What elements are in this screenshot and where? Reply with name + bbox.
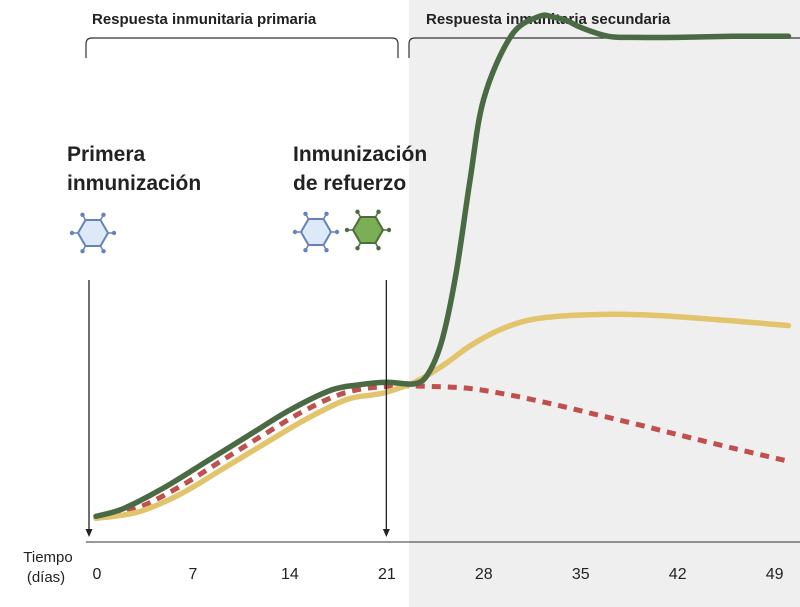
blue-antigen-icon-spike-dot-5 <box>101 212 106 218</box>
secondary-response-label: Respuesta inmunitaria secundaria <box>426 11 671 28</box>
blue-antigen-icon-spike-dot-2 <box>80 248 85 254</box>
blue-antigen-icon-spike-dot-4 <box>303 211 308 217</box>
green-antigen-icon-spike-dot-1 <box>376 245 381 251</box>
blue-antigen-icon-body <box>76 219 110 247</box>
blue-antigen-icon <box>292 211 340 253</box>
event-arrowhead-0 <box>85 529 93 537</box>
green-antigen-icon-spike-dot-4 <box>355 209 360 215</box>
first-immunization-label-line2: inmunización <box>67 172 201 195</box>
secondary-response-bracket <box>408 37 800 58</box>
x-tick-28: 28 <box>475 566 493 583</box>
x-tick-49: 49 <box>766 566 784 583</box>
x-axis-title-line2: (días) <box>27 569 65 586</box>
event-arrowhead-1 <box>382 529 390 537</box>
green-antigen-icon-spike-dot-3 <box>344 227 350 233</box>
primary-response-bracket <box>85 37 399 58</box>
blue-antigen-icon-body <box>299 218 333 246</box>
blue-antigen-icon <box>69 212 117 254</box>
first-immunization-label-line1: Primera <box>67 143 146 166</box>
blue-antigen-icon-spike-dot-1 <box>324 247 329 253</box>
blue-antigen-icon-spike-dot-1 <box>101 248 106 254</box>
green-antibody-line <box>93 12 792 520</box>
x-tick-42: 42 <box>669 566 687 583</box>
x-tick-35: 35 <box>572 566 590 583</box>
booster-label-line2: de refuerzo <box>293 172 406 195</box>
x-tick-14: 14 <box>281 566 299 583</box>
x-tick-0: 0 <box>93 566 102 583</box>
blue-antigen-icon-spike-dot-3 <box>69 230 75 236</box>
green-antigen-icon <box>344 209 392 251</box>
event-arrows <box>85 280 390 537</box>
blue-antigen-icon-spike-dot-3 <box>292 229 298 235</box>
blue-antigen-icon-spike-dot-2 <box>303 247 308 253</box>
blue-antigen-icon-spike-dot-4 <box>80 212 85 218</box>
blue-antigen-icon-spike-dot-0 <box>334 229 340 235</box>
blue-antigen-icon-spike-dot-5 <box>324 211 329 217</box>
booster-label-line1: Inmunización <box>293 143 427 166</box>
x-tick-21: 21 <box>378 566 396 583</box>
secondary-response-shading <box>409 0 800 607</box>
series-lines <box>93 12 792 522</box>
x-axis-ticks: 0 7 14 21 28 35 42 49 <box>93 566 784 583</box>
green-antigen-icon-spike-dot-5 <box>376 209 381 215</box>
green-antigen-icon-spike-dot-0 <box>386 227 392 233</box>
green-antigen-icon-body <box>351 216 385 244</box>
antigen-icons <box>69 209 392 254</box>
green-antigen-icon-spike-dot-2 <box>355 245 360 251</box>
x-axis-title-line1: Tiempo <box>23 549 72 566</box>
x-tick-7: 7 <box>188 566 197 583</box>
primary-response-label: Respuesta inmunitaria primaria <box>92 11 317 28</box>
blue-antigen-icon-spike-dot-0 <box>111 230 117 236</box>
